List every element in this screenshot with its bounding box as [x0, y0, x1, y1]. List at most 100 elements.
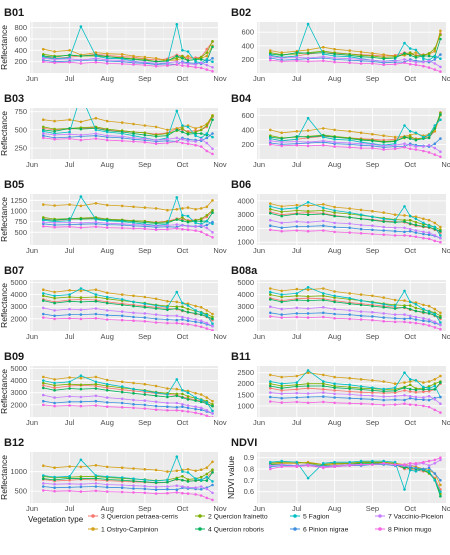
- legend-label: 3 Quercion petraea-cerris: [101, 514, 179, 521]
- data-point: [68, 118, 71, 121]
- data-point: [186, 50, 190, 53]
- data-point: [371, 294, 374, 298]
- data-point: [94, 128, 98, 132]
- panel-b01: B01 200 400 600 800 Jun Jul Aug Sep Oct Nov Reflect…: [0, 7, 227, 83]
- data-point: [143, 407, 147, 410]
- data-point: [68, 489, 71, 493]
- data-point: [408, 218, 412, 222]
- data-point: [306, 201, 310, 204]
- data-point: [166, 409, 169, 412]
- data-point: [94, 295, 98, 299]
- data-point: [120, 303, 124, 307]
- y-tick-label: 2000: [10, 314, 27, 323]
- data-point: [427, 386, 431, 390]
- data-point: [439, 65, 442, 69]
- data-point: [403, 58, 406, 61]
- data-point: [186, 410, 190, 413]
- y-tick-label: 1000: [10, 207, 27, 216]
- data-point: [186, 225, 190, 228]
- y-tick-label: 400: [241, 41, 254, 50]
- data-point: [186, 389, 190, 393]
- data-point: [408, 304, 412, 307]
- data-point: [194, 477, 197, 481]
- data-point: [194, 58, 197, 61]
- data-point: [186, 139, 190, 143]
- data-point: [181, 61, 184, 65]
- data-point: [439, 456, 442, 460]
- data-point: [120, 466, 124, 470]
- data-point: [42, 225, 45, 228]
- data-point: [154, 485, 158, 489]
- data-point: [143, 223, 147, 227]
- data-point: [427, 466, 431, 470]
- data-point: [194, 399, 197, 402]
- data-point: [359, 390, 363, 394]
- data-point: [211, 199, 214, 202]
- data-point: [199, 125, 203, 129]
- data-point: [154, 321, 158, 324]
- data-point: [322, 384, 325, 388]
- data-point: [348, 216, 352, 219]
- data-point: [175, 314, 179, 318]
- data-point: [408, 403, 412, 406]
- data-point: [166, 480, 169, 484]
- data-point: [143, 468, 147, 471]
- data-point: [382, 134, 386, 137]
- panel-b09: B09 2000 3000 4000 5000 Jun Jul Aug Sep Oct Nov Ref…: [0, 351, 227, 427]
- data-point: [439, 311, 442, 315]
- data-point: [143, 133, 147, 137]
- data-point: [359, 208, 363, 212]
- data-point: [427, 310, 431, 313]
- data-point: [42, 393, 45, 397]
- y-tick-label: 750: [14, 107, 27, 116]
- y-tick-label: 600: [241, 111, 254, 120]
- y-tick-label: 2500: [237, 368, 254, 377]
- data-point: [295, 140, 299, 143]
- data-point: [53, 381, 56, 385]
- data-point: [199, 393, 203, 396]
- data-point: [422, 57, 425, 60]
- data-point: [42, 134, 45, 137]
- data-point: [79, 296, 83, 299]
- data-point: [414, 318, 418, 321]
- data-point: [371, 139, 374, 143]
- y-tick-label: 3000: [10, 302, 27, 311]
- data-point: [348, 222, 352, 225]
- panel-title: B02: [231, 7, 251, 19]
- data-point: [333, 209, 336, 212]
- data-point: [408, 380, 412, 383]
- data-point: [120, 226, 124, 230]
- data-point: [181, 54, 184, 58]
- data-point: [42, 294, 45, 298]
- data-point: [359, 58, 363, 61]
- data-point: [68, 60, 71, 64]
- data-point: [211, 403, 214, 406]
- data-point: [433, 221, 437, 225]
- x-tick-label: Nov: [441, 332, 450, 341]
- data-point: [53, 301, 56, 305]
- x-tick-label: Aug: [101, 504, 114, 513]
- data-point: [414, 398, 418, 401]
- data-point: [403, 371, 406, 375]
- data-point: [333, 60, 336, 64]
- data-point: [280, 221, 284, 225]
- data-point: [403, 320, 406, 324]
- data-point: [422, 149, 425, 153]
- data-point: [154, 125, 158, 129]
- data-point: [53, 50, 56, 53]
- x-tick-label: Aug: [101, 160, 114, 169]
- y-tick-label: 3000: [10, 388, 27, 397]
- data-point: [269, 382, 272, 386]
- legend-label: 8 Pinion mugo: [388, 527, 432, 534]
- data-point: [68, 382, 71, 386]
- data-point: [306, 209, 310, 213]
- data-point: [68, 132, 71, 136]
- data-point: [175, 387, 179, 391]
- data-point: [427, 151, 431, 154]
- data-point: [333, 296, 336, 299]
- data-point: [359, 388, 363, 391]
- data-point: [433, 47, 437, 50]
- data-point: [403, 214, 406, 217]
- panel-title: B11: [231, 351, 251, 363]
- data-point: [186, 480, 190, 483]
